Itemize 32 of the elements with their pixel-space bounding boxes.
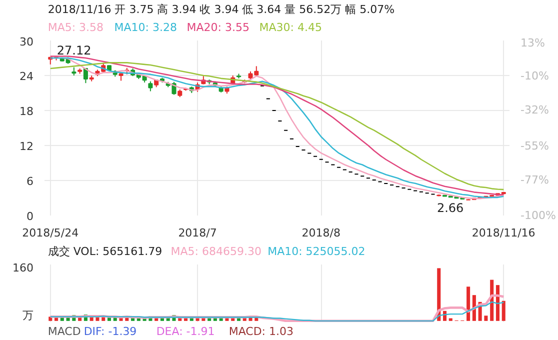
text: 万 (22, 309, 34, 322)
y2-tick-label: -100% (520, 209, 556, 222)
chart-title: 2018/11/16 开 3.75 高 3.94 收 3.94 低 3.64 量 56.52万 幅 5.07% (48, 3, 395, 16)
text: DIF: -1.39 (84, 325, 137, 338)
text: MA30: 4.45 (259, 21, 322, 34)
y2-tick-label: -55% (520, 139, 549, 152)
x-tick-label: 2018/7 (178, 226, 217, 240)
text: MA20: 3.55 (186, 21, 250, 34)
text: MA10: 3.28 (114, 21, 177, 34)
text: MACD: 1.03 (228, 325, 294, 338)
y-tick-label: 6 (26, 175, 34, 188)
y2-tick-label: -77% (520, 173, 549, 186)
text: MA5: 3.58 (48, 21, 104, 34)
annotation: 27.12 (56, 43, 92, 58)
x-tick-label: 2018/5/24 (22, 226, 79, 240)
text: MACD (48, 325, 81, 338)
y-tick-label: 24 (20, 70, 34, 83)
text: MA5: 684659.30 (170, 245, 262, 258)
y-tick-label: 12 (20, 140, 34, 153)
y-tick-label: 18 (20, 105, 34, 118)
x-tick-label: 2018/11/16 (472, 226, 536, 240)
y2-tick-label: -10% (520, 70, 549, 83)
chart-title: 成交 VOL: 565161.79 (48, 245, 162, 258)
text: 160 (12, 262, 34, 275)
y2-tick-label: 13% (520, 36, 545, 50)
text: MA10: 525055.02 (268, 245, 366, 258)
y-tick-label: 30 (20, 36, 34, 48)
y2-tick-label: -32% (520, 104, 549, 117)
annotation: 2.66 (436, 200, 464, 215)
y-tick-label: 0 (26, 210, 34, 223)
text: DEA: -1.91 (156, 325, 215, 338)
x-tick-label: 2018/8 (302, 226, 340, 240)
